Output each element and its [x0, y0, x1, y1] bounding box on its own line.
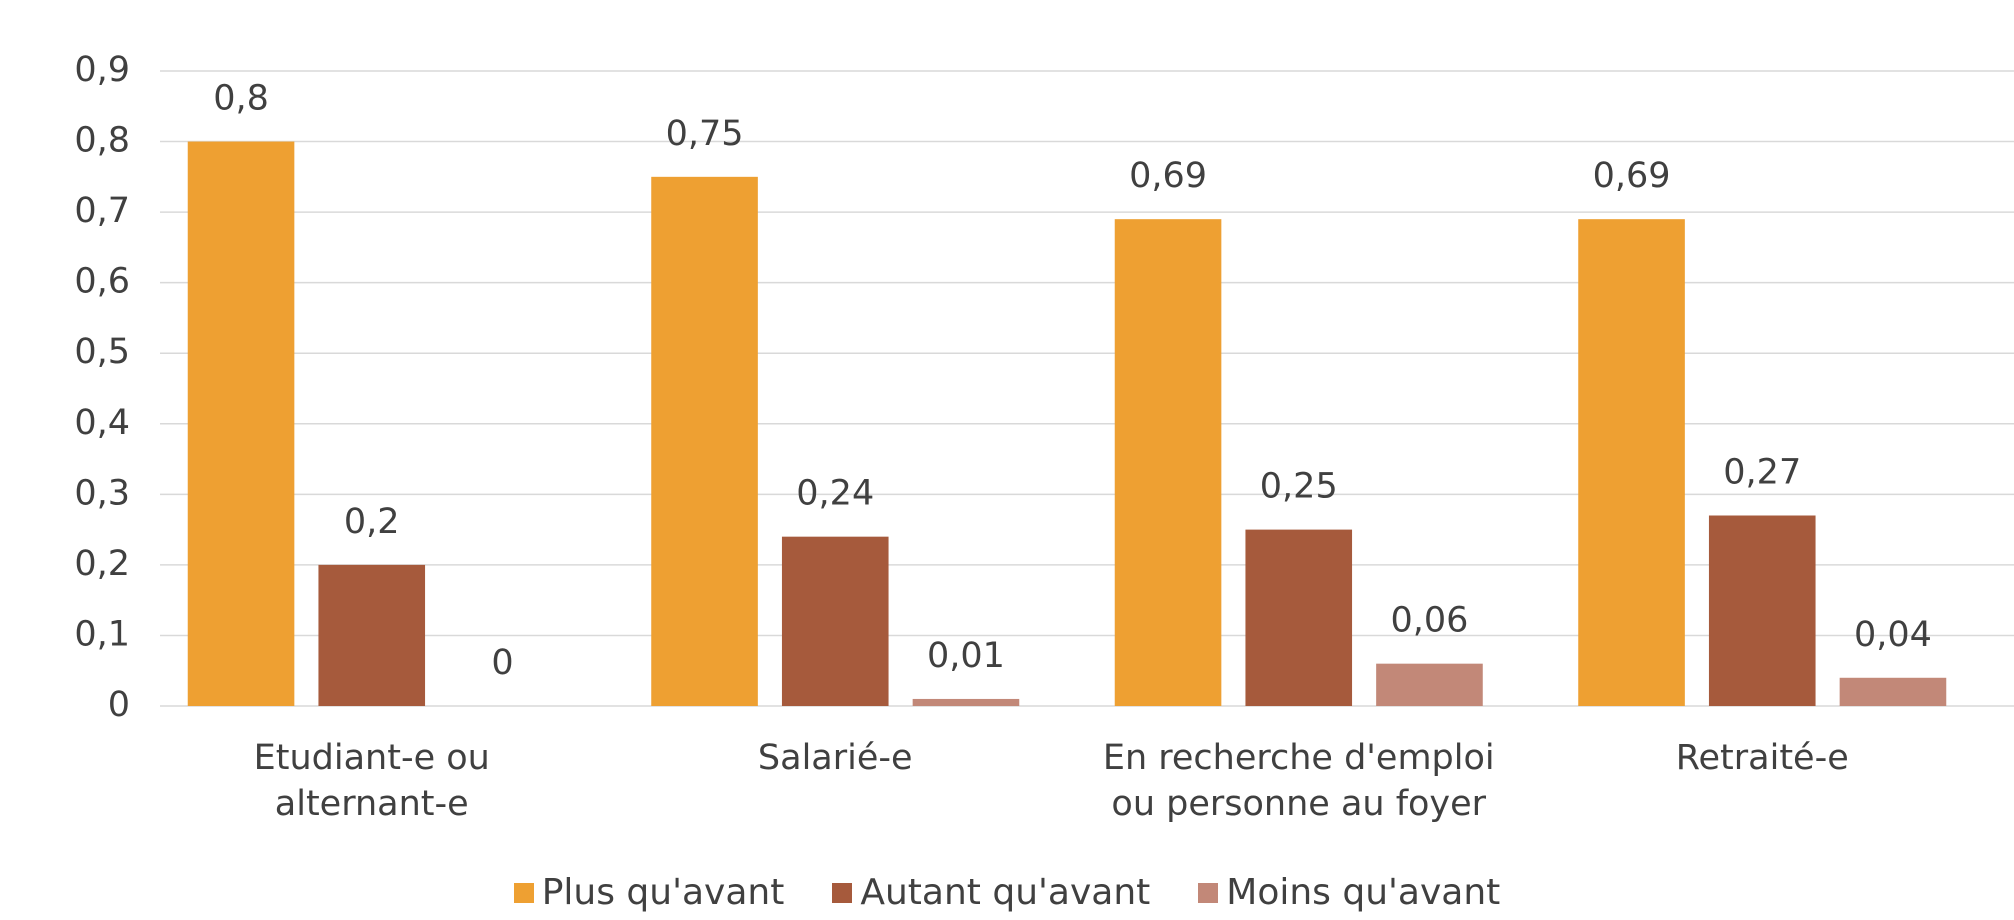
data-label: 0,75 [666, 114, 744, 154]
bar [1708, 515, 1816, 706]
legend-label: Moins qu'avant [1226, 872, 1501, 913]
data-label: 0,25 [1260, 467, 1338, 507]
bar [651, 176, 758, 707]
data-label: 0,2 [344, 502, 400, 542]
legend-item: Autant qu'avant [832, 872, 1150, 913]
y-tick-label: 0,1 [74, 614, 130, 654]
data-label: 0,04 [1854, 615, 1932, 655]
y-tick-label: 0,5 [74, 332, 130, 372]
x-tick-label: Retraité-e [1675, 738, 1849, 778]
data-label: 0,8 [213, 79, 269, 119]
data-label: 0,69 [1129, 156, 1207, 196]
y-tick-label: 0,9 [74, 50, 130, 90]
bar [1839, 677, 1947, 706]
bar [1245, 529, 1353, 706]
bar [1376, 663, 1483, 706]
bar [781, 536, 889, 706]
legend-item: Plus qu'avant [513, 872, 785, 913]
plot: 0 0,1 0,2 0,3 0,4 0,5 0,6 0,7 0,8 0,9 0,8 0,2 0 0,75 0… [74, 50, 2014, 725]
bar [912, 698, 1020, 706]
data-label: 0,01 [927, 636, 1005, 676]
y-tick-label: 0 [108, 685, 130, 725]
y-tick-label: 0,4 [74, 403, 130, 443]
x-tick-label: Salarié-e [757, 738, 913, 778]
data-label: 0,24 [796, 474, 874, 514]
bar [187, 141, 295, 707]
x-tick-label: En recherche d'emploi ou personne au foy… [1102, 738, 1495, 824]
data-label: 0,69 [1593, 156, 1671, 196]
data-label: 0,27 [1723, 453, 1801, 493]
legend-swatch [513, 882, 534, 903]
legend-swatch [1198, 882, 1219, 903]
y-tick-label: 0,6 [74, 262, 130, 302]
legend: Plus qu'avant Autant qu'avant Moins qu'ava… [0, 872, 2014, 913]
legend-swatch [832, 882, 853, 903]
legend-label: Autant qu'avant [860, 872, 1151, 913]
legend-label: Plus qu'avant [541, 872, 785, 913]
bar [318, 564, 426, 706]
legend-item: Moins qu'avant [1198, 872, 1500, 913]
x-tick-label: Etudiant-e ou alternant-e [253, 738, 490, 824]
y-tick-label: 0,3 [74, 473, 130, 513]
y-tick-label: 0,2 [74, 544, 130, 584]
bar [1114, 219, 1222, 706]
bar [1578, 219, 1685, 706]
data-label: 0 [491, 643, 513, 683]
data-label: 0,06 [1390, 601, 1468, 641]
y-tick-label: 0,8 [74, 121, 130, 161]
y-tick-label: 0,7 [74, 191, 130, 231]
